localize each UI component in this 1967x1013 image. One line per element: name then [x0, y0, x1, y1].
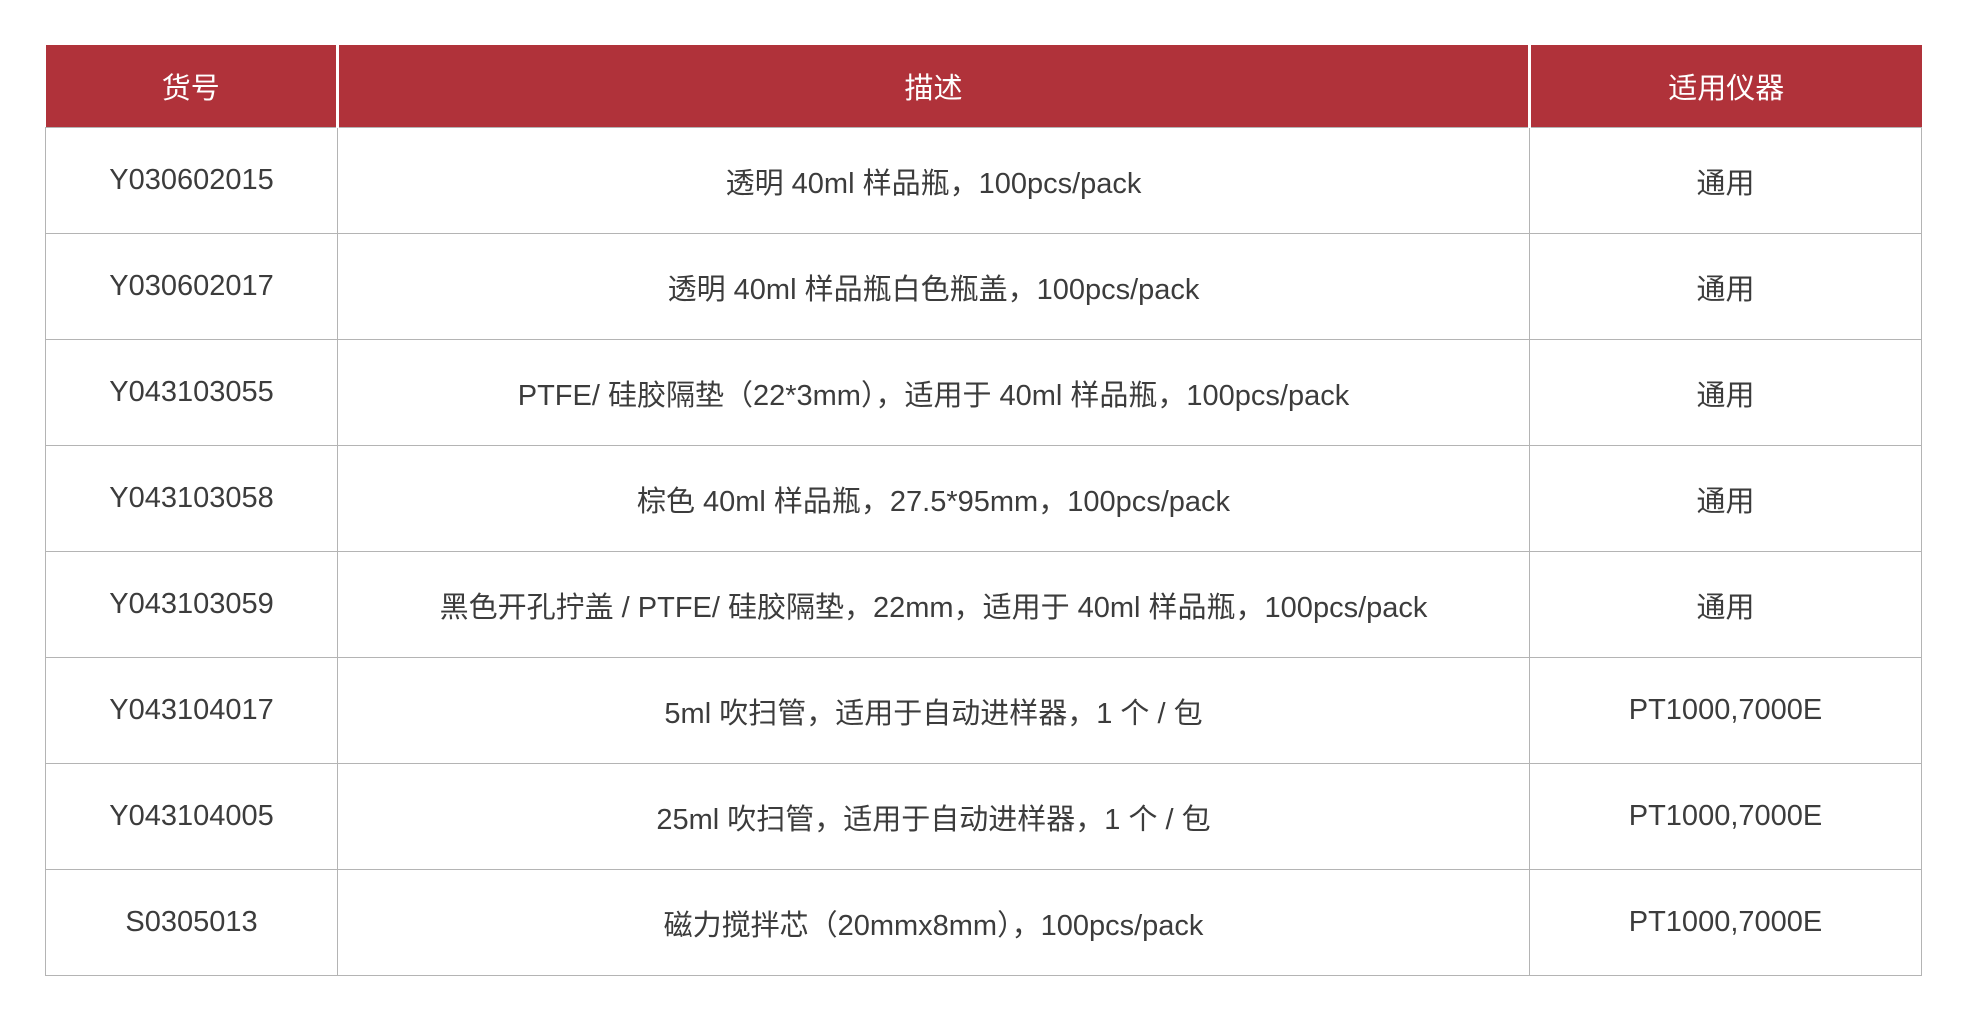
item-number-cell: S0305013: [45, 869, 338, 976]
table-row: Y043104017 5ml 吹扫管，适用于自动进样器，1 个 / 包 PT1000…: [45, 657, 1922, 764]
instrument-cell: 通用: [1529, 127, 1922, 234]
instrument-cell: 通用: [1529, 339, 1922, 446]
description-cell: 透明 40ml 样品瓶，100pcs/pack: [337, 127, 1530, 234]
description-cell: 透明 40ml 样品瓶白色瓶盖，100pcs/pack: [337, 233, 1530, 340]
description-cell: 5ml 吹扫管，适用于自动进样器，1 个 / 包: [337, 657, 1530, 764]
header-instrument: 适用仪器: [1528, 45, 1922, 128]
description-cell: 棕色 40ml 样品瓶，27.5*95mm，100pcs/pack: [337, 445, 1530, 552]
header-item-number: 货号: [45, 45, 339, 128]
item-number-cell: Y043103058: [45, 445, 338, 552]
instrument-cell: 通用: [1529, 551, 1922, 658]
item-number-cell: Y043103059: [45, 551, 338, 658]
description-cell: 磁力搅拌芯（20mmx8mm），100pcs/pack: [337, 869, 1530, 976]
instrument-cell: PT1000,7000E: [1529, 869, 1922, 976]
product-table: 货号 描述 适用仪器 Y030602015 透明 40ml 样品瓶，100pcs/…: [45, 45, 1922, 976]
table-row: Y043104005 25ml 吹扫管，适用于自动进样器，1 个 / 包 PT100…: [45, 763, 1922, 870]
instrument-cell: PT1000,7000E: [1529, 763, 1922, 870]
table-row: S0305013 磁力搅拌芯（20mmx8mm），100pcs/pack PT100…: [45, 869, 1922, 976]
item-number-cell: Y043103055: [45, 339, 338, 446]
item-number-cell: Y043104005: [45, 763, 338, 870]
item-number-cell: Y030602015: [45, 127, 338, 234]
table-row: Y030602015 透明 40ml 样品瓶，100pcs/pack 通用: [45, 127, 1922, 234]
table-row: Y043103055 PTFE/ 硅胶隔垫（22*3mm），适用于 40ml 样品…: [45, 339, 1922, 446]
description-cell: 黑色开孔拧盖 / PTFE/ 硅胶隔垫，22mm，适用于 40ml 样品瓶，10…: [337, 551, 1530, 658]
table-row: Y043103059 黑色开孔拧盖 / PTFE/ 硅胶隔垫，22mm，适用于 4…: [45, 551, 1922, 658]
table-row: Y043103058 棕色 40ml 样品瓶，27.5*95mm，100pcs/p…: [45, 445, 1922, 552]
instrument-cell: 通用: [1529, 445, 1922, 552]
description-cell: 25ml 吹扫管，适用于自动进样器，1 个 / 包: [337, 763, 1530, 870]
table-row: Y030602017 透明 40ml 样品瓶白色瓶盖，100pcs/pack 通用: [45, 233, 1922, 340]
instrument-cell: 通用: [1529, 233, 1922, 340]
header-description: 描述: [336, 45, 1531, 128]
table-header-row: 货号 描述 适用仪器: [45, 45, 1922, 128]
description-cell: PTFE/ 硅胶隔垫（22*3mm），适用于 40ml 样品瓶，100pcs/p…: [337, 339, 1530, 446]
item-number-cell: Y030602017: [45, 233, 338, 340]
instrument-cell: PT1000,7000E: [1529, 657, 1922, 764]
item-number-cell: Y043104017: [45, 657, 338, 764]
